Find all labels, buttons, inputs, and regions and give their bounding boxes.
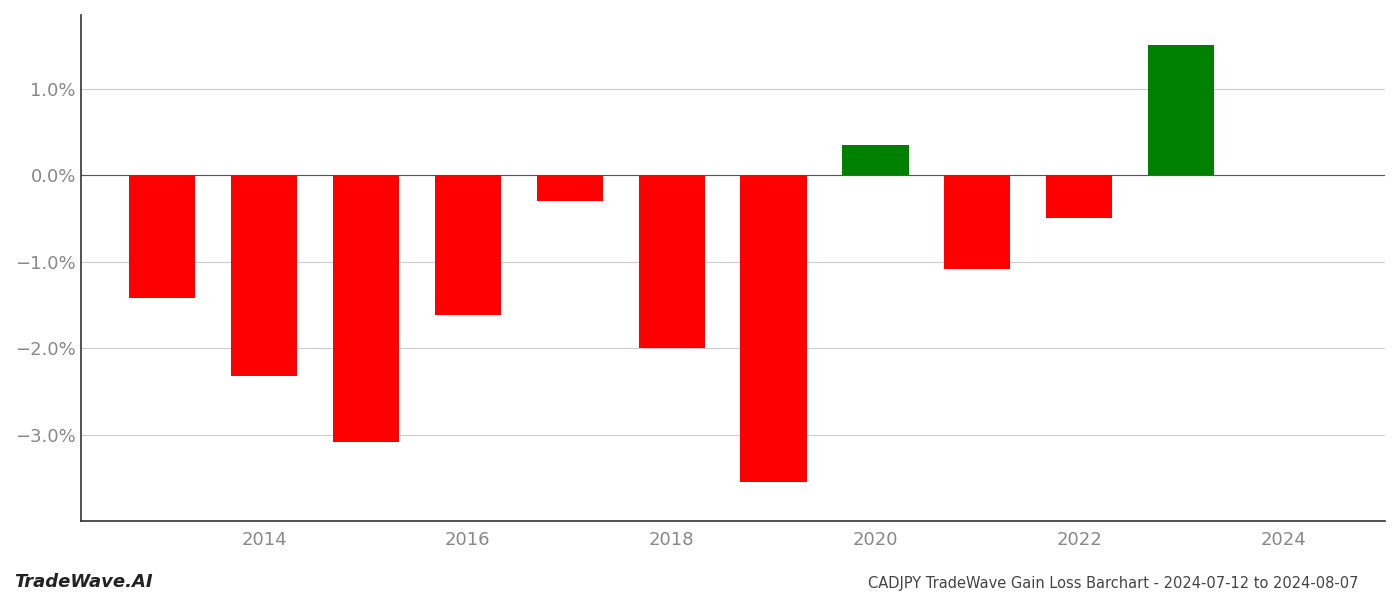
Bar [843, 145, 909, 175]
Bar [638, 175, 704, 348]
Bar [435, 175, 501, 316]
Bar [129, 175, 195, 298]
Bar [536, 175, 603, 201]
Bar [1046, 175, 1113, 218]
Bar [333, 175, 399, 442]
Bar [1148, 45, 1214, 175]
Text: CADJPY TradeWave Gain Loss Barchart - 2024-07-12 to 2024-08-07: CADJPY TradeWave Gain Loss Barchart - 20… [868, 576, 1358, 591]
Bar [231, 175, 297, 376]
Text: TradeWave.AI: TradeWave.AI [14, 573, 153, 591]
Bar [741, 175, 806, 482]
Bar [944, 175, 1011, 269]
